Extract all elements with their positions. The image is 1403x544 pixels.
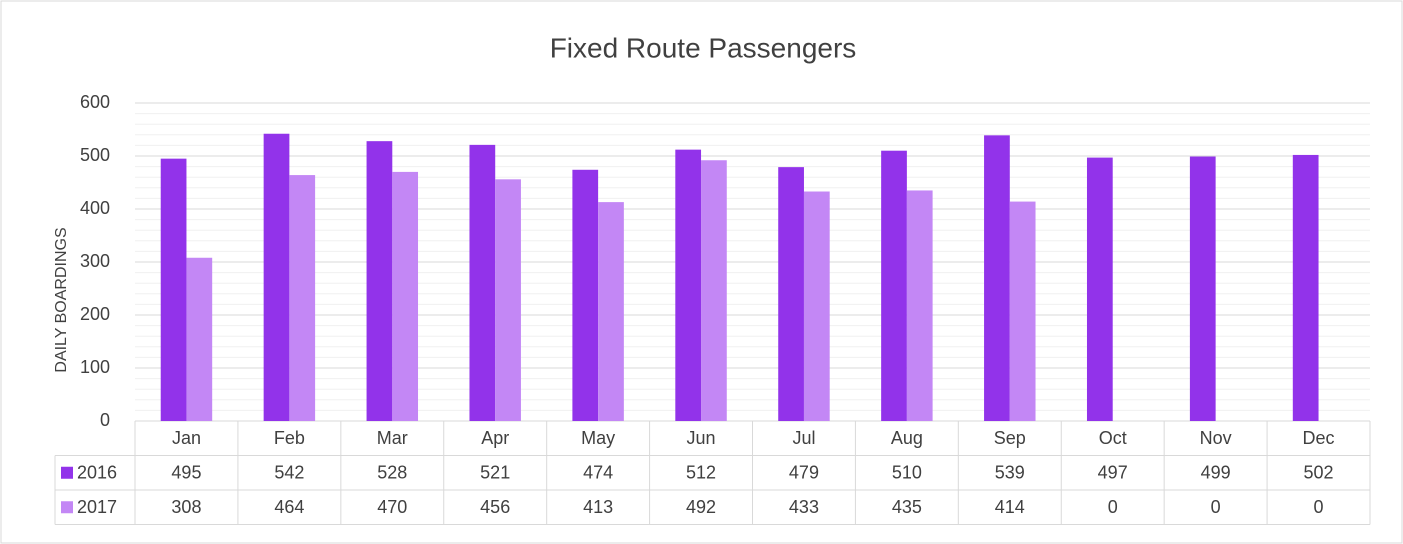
table-value: 456 bbox=[480, 497, 510, 517]
x-tick-label: Oct bbox=[1099, 428, 1127, 448]
x-tick-label: Sep bbox=[994, 428, 1026, 448]
table-value: 479 bbox=[789, 463, 819, 483]
legend-label: 2016 bbox=[77, 463, 117, 483]
bar bbox=[495, 179, 521, 421]
table-value: 502 bbox=[1304, 463, 1334, 483]
table-value: 495 bbox=[171, 463, 201, 483]
bar bbox=[1086, 157, 1113, 421]
table-value: 510 bbox=[892, 463, 922, 483]
table-value: 0 bbox=[1314, 497, 1324, 517]
table-value: 464 bbox=[274, 497, 304, 517]
y-axis-label: DAILY BOARDINGS bbox=[53, 227, 70, 372]
x-tick-label: Jan bbox=[172, 428, 201, 448]
bar bbox=[366, 141, 393, 421]
bar bbox=[778, 167, 804, 421]
bar bbox=[701, 160, 727, 422]
y-tick-label: 400 bbox=[80, 198, 110, 218]
x-tick-label: Feb bbox=[274, 428, 305, 448]
legend-label: 2017 bbox=[77, 497, 117, 517]
table-value: 512 bbox=[686, 463, 716, 483]
table-value: 308 bbox=[171, 497, 201, 517]
bar bbox=[675, 149, 702, 421]
table-value: 413 bbox=[583, 497, 613, 517]
bar bbox=[1009, 201, 1036, 421]
bar bbox=[186, 257, 213, 421]
x-tick-label: Dec bbox=[1303, 428, 1335, 448]
table-value: 492 bbox=[686, 497, 716, 517]
legend-swatch bbox=[61, 466, 73, 479]
table-value: 521 bbox=[480, 463, 510, 483]
bar bbox=[906, 190, 933, 421]
table-value: 542 bbox=[274, 463, 304, 483]
x-tick-label: May bbox=[581, 428, 615, 448]
table-value: 470 bbox=[377, 497, 407, 517]
table-value: 539 bbox=[995, 463, 1025, 483]
y-tick-label: 0 bbox=[100, 410, 110, 430]
table-value: 0 bbox=[1108, 497, 1118, 517]
table-value: 0 bbox=[1211, 497, 1221, 517]
bar bbox=[1292, 154, 1319, 421]
table-value: 499 bbox=[1201, 463, 1231, 483]
legend-swatch bbox=[61, 501, 73, 514]
table-value: 474 bbox=[583, 463, 613, 483]
table-value: 414 bbox=[995, 497, 1025, 517]
bar bbox=[803, 191, 830, 421]
bar bbox=[1189, 156, 1216, 421]
table-value: 435 bbox=[892, 497, 922, 517]
bar bbox=[572, 169, 599, 421]
x-tick-label: Aug bbox=[891, 428, 923, 448]
bar bbox=[984, 135, 1010, 421]
bar bbox=[392, 171, 419, 421]
bar bbox=[263, 133, 290, 422]
table-value: 433 bbox=[789, 497, 819, 517]
table-value: 528 bbox=[377, 463, 407, 483]
bar bbox=[160, 158, 187, 421]
x-tick-label: Nov bbox=[1200, 428, 1232, 448]
bar bbox=[469, 144, 496, 421]
x-tick-label: Mar bbox=[377, 428, 408, 448]
y-tick-label: 300 bbox=[80, 251, 110, 271]
bar bbox=[289, 175, 316, 421]
x-tick-label: Jul bbox=[792, 428, 815, 448]
x-tick-label: Jun bbox=[687, 428, 716, 448]
y-tick-label: 600 bbox=[80, 92, 110, 112]
chart-title: Fixed Route Passengers bbox=[550, 32, 857, 63]
y-tick-label: 200 bbox=[80, 304, 110, 324]
bar bbox=[598, 202, 624, 421]
bar bbox=[881, 150, 907, 421]
y-tick-label: 100 bbox=[80, 357, 110, 377]
x-tick-label: Apr bbox=[481, 428, 509, 448]
y-tick-label: 500 bbox=[80, 145, 110, 165]
table-value: 497 bbox=[1098, 463, 1128, 483]
